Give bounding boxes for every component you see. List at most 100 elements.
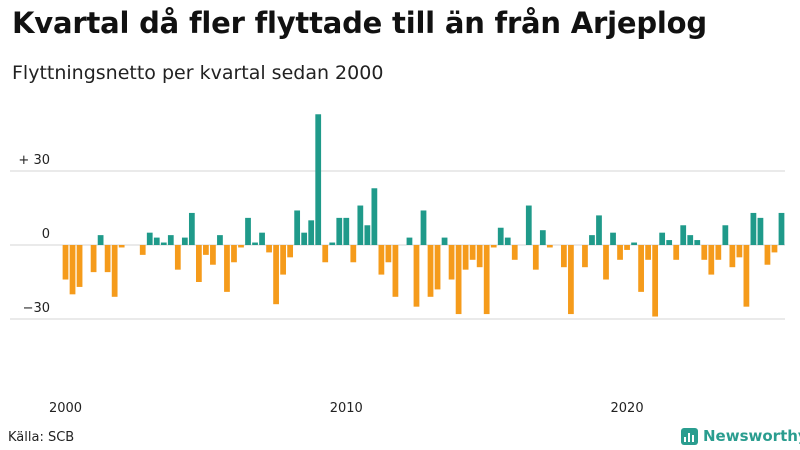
bar bbox=[701, 245, 708, 260]
bar bbox=[525, 205, 532, 245]
y-tick-label: 0 bbox=[42, 227, 50, 242]
bar bbox=[69, 245, 76, 295]
bar bbox=[238, 245, 244, 248]
bar bbox=[483, 245, 490, 315]
bar bbox=[617, 245, 623, 260]
bar bbox=[603, 245, 609, 280]
bar bbox=[357, 205, 364, 245]
bar bbox=[582, 245, 588, 268]
bars bbox=[62, 114, 785, 317]
bar bbox=[764, 245, 771, 265]
bar bbox=[378, 245, 385, 275]
bar bbox=[490, 245, 497, 248]
chart-title: Kvartal då fler flyttade till än från Ar… bbox=[12, 6, 707, 40]
bar bbox=[196, 245, 202, 282]
bar bbox=[322, 245, 329, 263]
bar bbox=[76, 245, 83, 287]
bar bbox=[167, 235, 174, 245]
bar bbox=[532, 245, 539, 270]
bar bbox=[350, 245, 357, 263]
bar bbox=[722, 225, 729, 245]
bar bbox=[97, 235, 104, 245]
bar bbox=[385, 245, 392, 263]
bar bbox=[596, 215, 602, 245]
bar bbox=[315, 114, 322, 246]
bar bbox=[511, 245, 518, 260]
bar bbox=[245, 217, 251, 245]
bar bbox=[231, 245, 237, 263]
bar bbox=[336, 217, 343, 245]
brand-logo[interactable]: Newsworthy bbox=[681, 427, 800, 445]
bar bbox=[153, 237, 160, 245]
bar bbox=[504, 237, 511, 245]
bar bbox=[694, 240, 701, 245]
bar bbox=[673, 245, 680, 260]
brand-name: Newsworthy bbox=[703, 427, 800, 445]
y-tick-label: −30 bbox=[23, 301, 50, 316]
bar bbox=[174, 245, 181, 270]
bar bbox=[589, 235, 595, 245]
bar bbox=[308, 220, 315, 245]
bar bbox=[301, 232, 308, 245]
bar bbox=[413, 245, 420, 307]
bar bbox=[420, 210, 427, 245]
bar bbox=[469, 245, 476, 260]
bar bbox=[631, 242, 637, 245]
bar bbox=[448, 245, 455, 280]
bar bbox=[645, 245, 651, 260]
bar bbox=[406, 237, 413, 245]
bar bbox=[743, 245, 750, 307]
bar bbox=[181, 237, 188, 245]
bar bbox=[729, 245, 736, 268]
bar bbox=[546, 245, 553, 248]
bar bbox=[280, 245, 286, 275]
bar bbox=[497, 227, 504, 245]
x-tick-label: 2000 bbox=[49, 401, 82, 416]
x-tick-label: 2020 bbox=[611, 401, 644, 416]
bar bbox=[273, 245, 279, 305]
source-note: Källa: SCB bbox=[8, 430, 75, 445]
bar bbox=[224, 245, 230, 292]
bar bbox=[441, 237, 448, 245]
bar bbox=[708, 245, 715, 275]
bar bbox=[287, 245, 294, 258]
bar bbox=[329, 242, 336, 245]
bar bbox=[476, 245, 483, 268]
bar bbox=[680, 225, 687, 245]
bar bbox=[371, 188, 378, 245]
bar bbox=[666, 240, 673, 245]
bar bbox=[750, 212, 757, 245]
bar bbox=[757, 217, 764, 245]
bar bbox=[539, 230, 546, 245]
bar bbox=[203, 245, 209, 255]
bar bbox=[568, 245, 574, 315]
bar bbox=[434, 245, 441, 290]
bar-chart-icon bbox=[681, 427, 698, 445]
bar bbox=[659, 232, 666, 245]
bar bbox=[259, 232, 265, 245]
bar bbox=[427, 245, 434, 297]
bar bbox=[392, 245, 399, 297]
bar bbox=[294, 210, 301, 245]
bar bbox=[715, 245, 722, 260]
bar bbox=[104, 245, 111, 273]
bar bbox=[687, 235, 694, 245]
bar bbox=[364, 225, 371, 245]
bar bbox=[252, 242, 258, 245]
bar bbox=[188, 212, 195, 245]
bar bbox=[561, 245, 567, 268]
bar bbox=[778, 212, 785, 245]
bar bbox=[771, 245, 778, 253]
bar bbox=[146, 232, 153, 245]
bar bbox=[217, 235, 223, 245]
bar bbox=[736, 245, 743, 258]
bar bbox=[638, 245, 644, 292]
bar bbox=[139, 245, 146, 255]
bar bbox=[160, 242, 167, 245]
y-tick-label: + 30 bbox=[18, 153, 50, 168]
bar bbox=[111, 245, 118, 297]
bar bbox=[62, 245, 69, 280]
bar bbox=[343, 217, 350, 245]
bar bbox=[462, 245, 469, 270]
